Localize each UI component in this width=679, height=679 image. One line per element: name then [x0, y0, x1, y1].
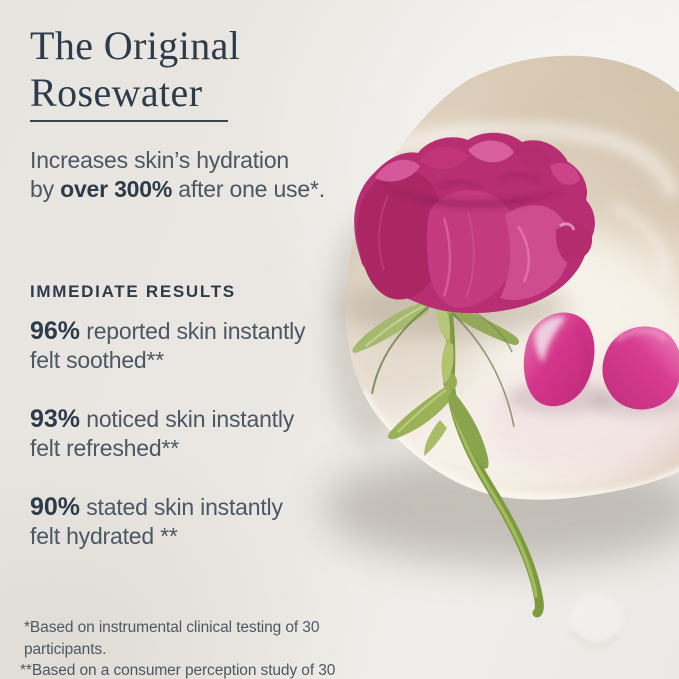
- rose-petals: [508, 312, 679, 416]
- water-sheen: [379, 121, 679, 199]
- results-heading: IMMEDIATE RESULTS: [30, 282, 236, 301]
- stat-text: noticed skin instantly: [80, 406, 295, 432]
- info-panel: The Original Rosewater Increases skin’s …: [20, 22, 400, 679]
- hydration-claim-bold: over 300%: [60, 176, 173, 202]
- stat-item-hydrated: 90% stated skin instantly felt hydrated …: [30, 493, 370, 551]
- stat-text: stated skin instantly: [80, 494, 283, 520]
- footnote-2: **Based on a consumer perception study o…: [20, 662, 336, 679]
- stat-item-refreshed: 93% noticed skin instantly felt refreshe…: [30, 405, 370, 463]
- product-title: The Original Rosewater: [30, 22, 240, 116]
- product-title-line2: Rosewater: [30, 70, 203, 115]
- rose-leaves: [352, 300, 520, 469]
- stat-text-line2: felt refreshed**: [30, 435, 179, 461]
- stat-value: 90%: [30, 493, 81, 521]
- results-list: 96% reported skin instantly felt soothed…: [30, 317, 370, 581]
- stat-value: 93%: [30, 405, 81, 433]
- water-droplet: [569, 593, 623, 647]
- title-divider: [30, 120, 228, 122]
- footnote-1: *Based on instrumental clinical testing …: [24, 619, 320, 658]
- hydration-claim-line1: Increases skin’s hydration: [30, 147, 290, 173]
- hydration-claim-line2: by over 300% after one use*.: [30, 176, 325, 202]
- stat-text-line2: felt hydrated **: [30, 523, 178, 549]
- hydration-claim: Increases skin’s hydration by over 300% …: [30, 146, 390, 204]
- product-title-line1: The Original: [30, 23, 241, 68]
- stat-text-line2: felt soothed**: [30, 347, 165, 373]
- rose-flower: [354, 132, 595, 314]
- stat-text: reported skin instantly: [80, 318, 306, 344]
- stat-item-soothed: 96% reported skin instantly felt soothed…: [30, 317, 370, 375]
- stat-value: 96%: [30, 317, 81, 345]
- footnotes: *Based on instrumental clinical testing …: [20, 617, 400, 679]
